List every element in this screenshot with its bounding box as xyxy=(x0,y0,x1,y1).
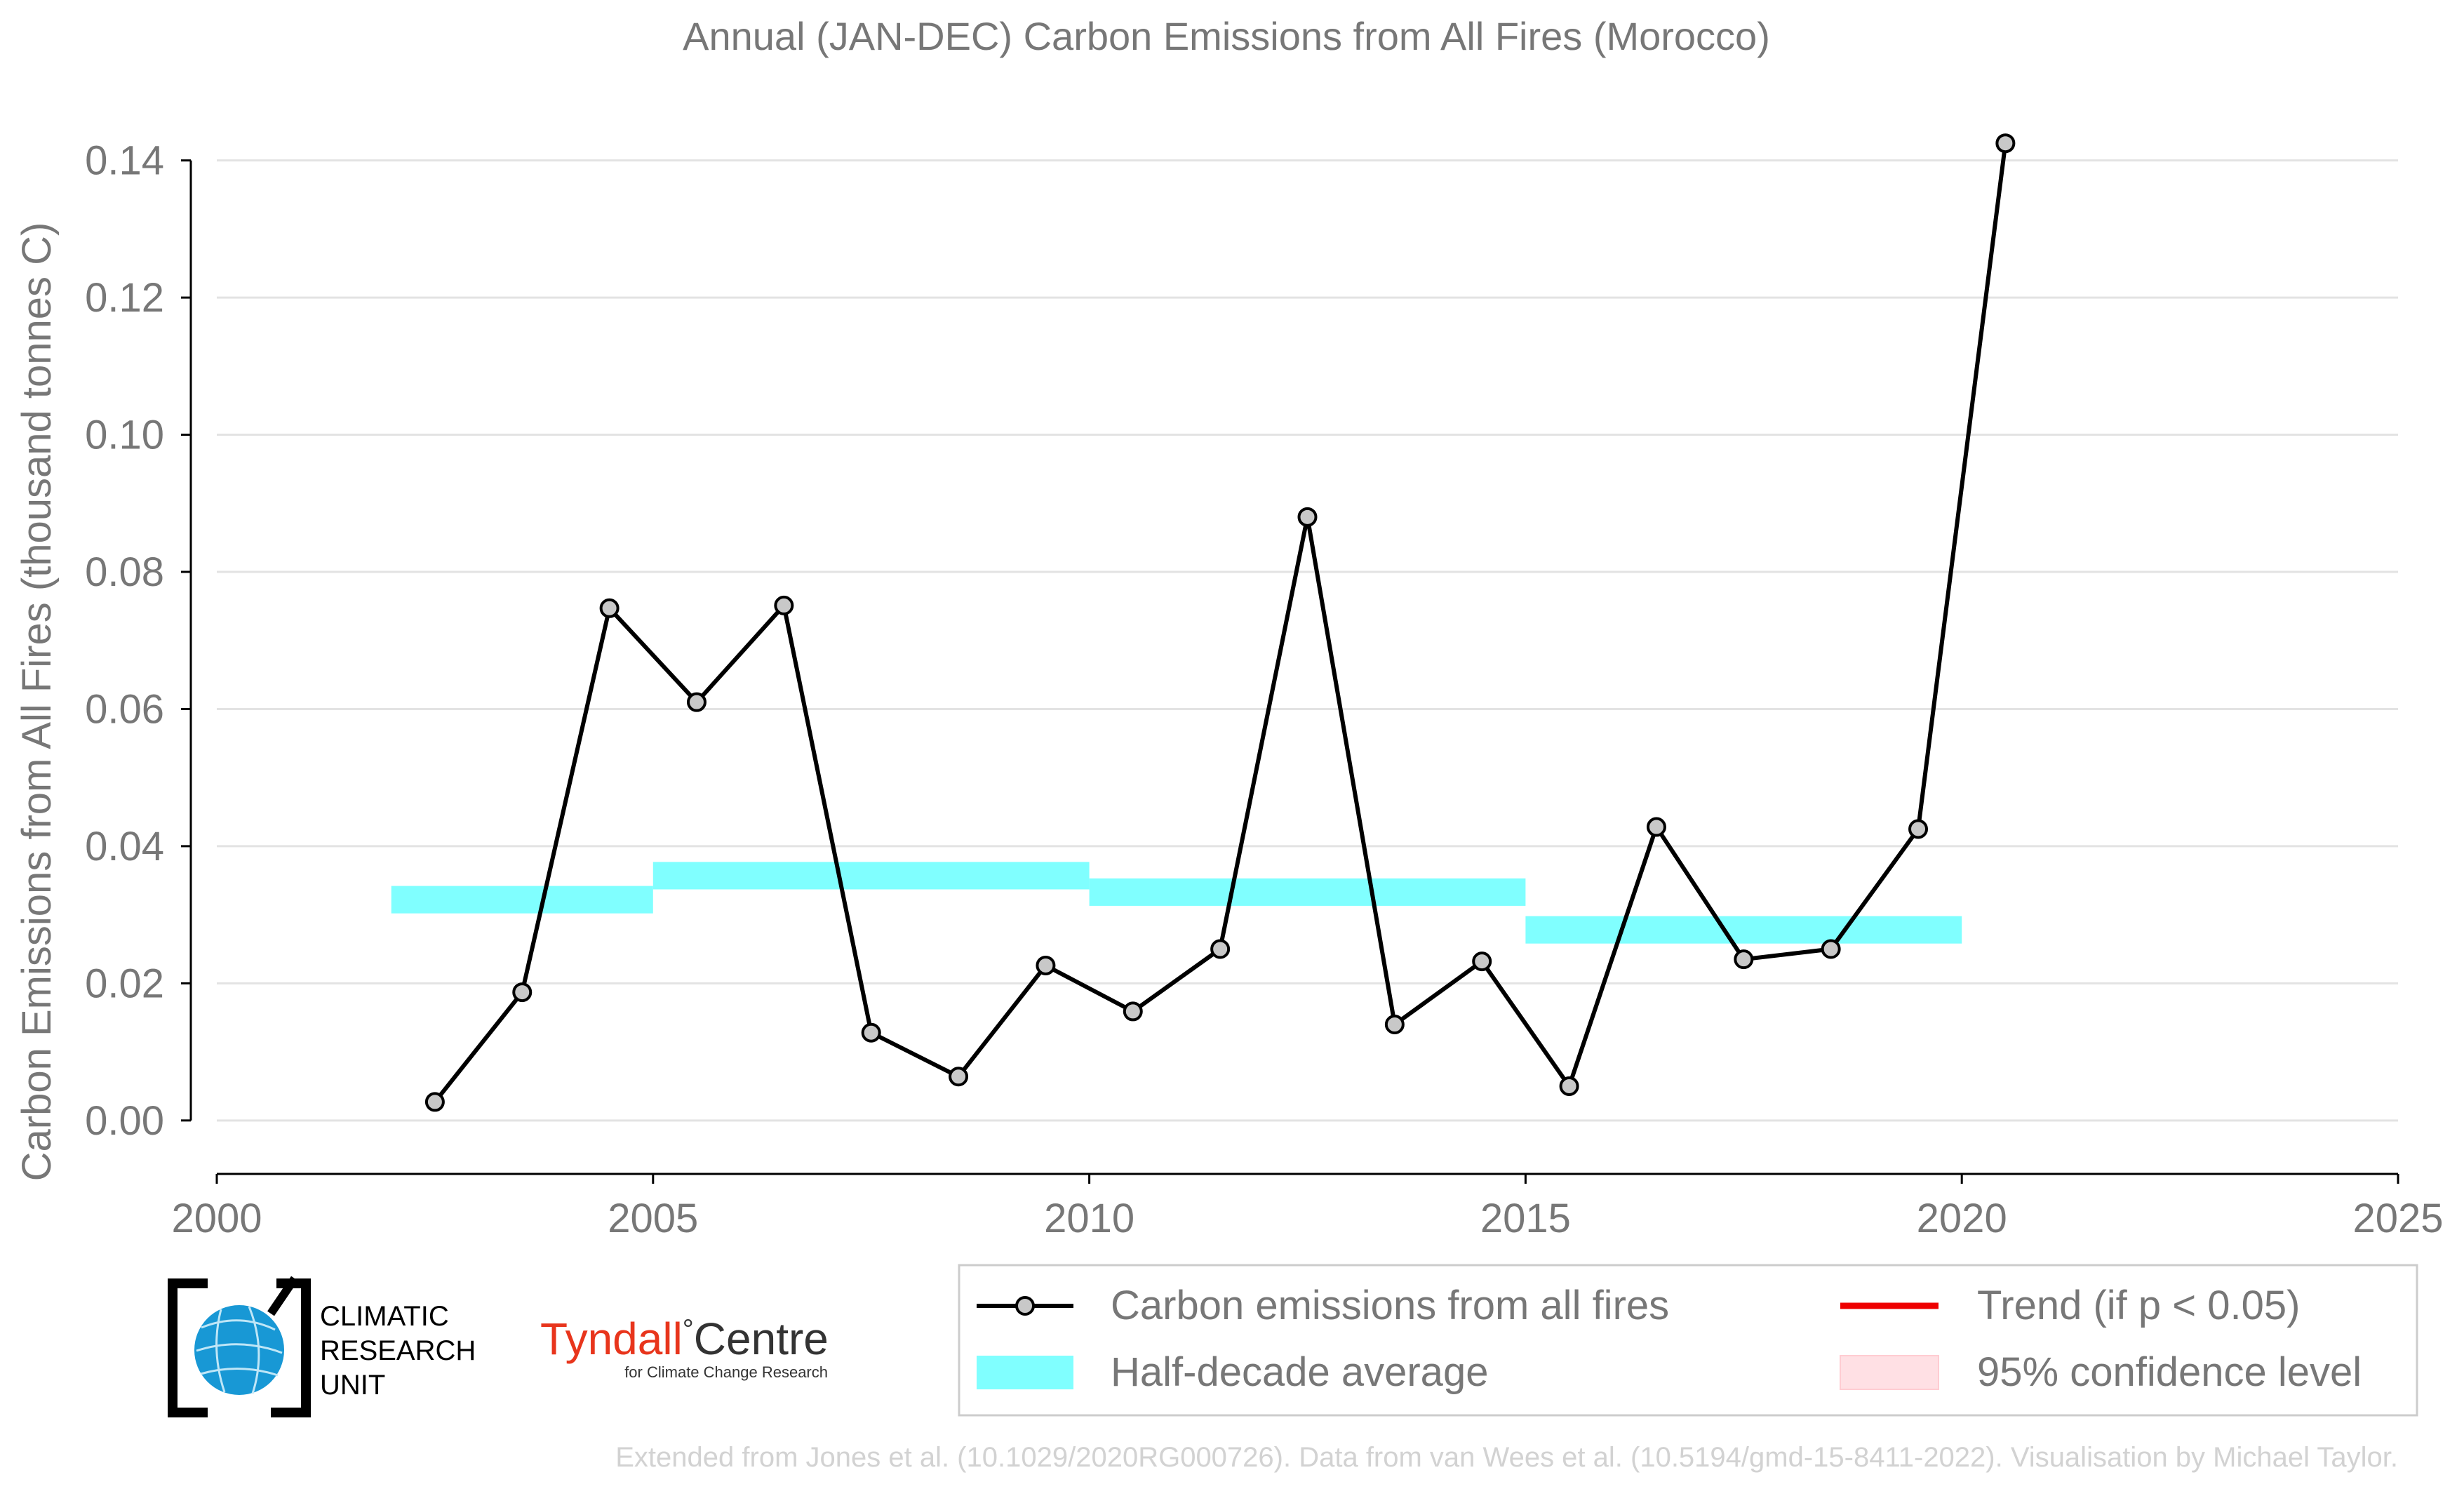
y-tick-label: 0.06 xyxy=(85,686,164,732)
emissions-point xyxy=(1559,1076,1579,1096)
x-tick-label: 2025 xyxy=(2352,1196,2443,1241)
emissions-point xyxy=(1123,1001,1143,1022)
emissions-point xyxy=(1734,949,1754,970)
legend-label-confidence: 95% confidence level xyxy=(1977,1349,2362,1395)
tyndall-logo-name-part2: Centre xyxy=(694,1314,829,1364)
legend-label-trend: Trend (if p < 0.05) xyxy=(1977,1283,2300,1328)
emissions-point xyxy=(949,1067,969,1087)
emissions-point xyxy=(1995,133,2016,154)
half-decade-band xyxy=(1089,878,1526,906)
tyndall-logo-subtitle: for Climate Change Research xyxy=(624,1363,828,1381)
cru-logo-line1: CLIMATIC xyxy=(320,1301,449,1332)
emissions-point xyxy=(1210,939,1231,959)
tyndall-logo-name-part1: Tyndall xyxy=(540,1314,683,1364)
half-decade-band xyxy=(391,886,653,914)
credit-line: Extended from Jones et al. (10.1029/2020… xyxy=(615,1442,2398,1473)
cru-logo-line3: UNIT xyxy=(320,1370,385,1401)
half-decade-bands xyxy=(391,862,1962,944)
globe-icon-lines xyxy=(196,1306,283,1394)
emissions-point xyxy=(512,982,533,1003)
y-tick-label: 0.14 xyxy=(85,138,164,184)
emissions-point xyxy=(1472,951,1492,972)
cru-logo-bracket-left xyxy=(168,1278,208,1417)
x-tick-label: 2015 xyxy=(1480,1196,1571,1241)
x-axis: 2000 2005 2010 2015 2020 2025 xyxy=(171,1173,2444,1241)
legend-swatch-emissions-marker xyxy=(1015,1296,1035,1316)
emissions-point xyxy=(424,1092,445,1112)
emissions-point xyxy=(1297,507,1318,527)
y-tick-label: 0.10 xyxy=(85,413,164,458)
half-decade-band xyxy=(652,862,1090,890)
legend: Carbon emissions from all fires Trend (i… xyxy=(958,1264,2418,1417)
legend-label-half-decade: Half-decade average xyxy=(1111,1349,1488,1395)
y-tick-label: 0.04 xyxy=(85,824,164,869)
x-tick-label: 2020 xyxy=(1917,1196,2007,1241)
y-axis-label: Carbon Emissions from All Fires (thousan… xyxy=(14,222,60,1182)
emissions-point xyxy=(1908,819,1929,839)
emissions-point xyxy=(1036,955,1056,975)
emissions-point xyxy=(774,595,794,615)
x-tick-label: 2000 xyxy=(171,1196,262,1241)
tyndall-logo-degree: ° xyxy=(683,1314,694,1345)
emissions-point xyxy=(861,1022,881,1043)
legend-label-emissions: Carbon emissions from all fires xyxy=(1111,1283,1669,1328)
grid xyxy=(217,159,2398,1122)
legend-swatch-confidence xyxy=(1840,1355,1939,1390)
legend-box xyxy=(958,1264,2418,1417)
legend-swatch-half-decade xyxy=(977,1356,1073,1389)
emissions-point xyxy=(1384,1015,1405,1034)
cru-logo-line2: RESEARCH xyxy=(320,1335,476,1366)
x-tick-label: 2010 xyxy=(1044,1196,1134,1241)
emissions-point xyxy=(599,598,620,618)
y-tick-label: 0.02 xyxy=(85,961,164,1006)
x-tick-label: 2005 xyxy=(608,1196,698,1241)
emissions-point xyxy=(686,692,707,712)
emissions-point xyxy=(1821,939,1841,959)
emissions-series xyxy=(424,133,2016,1112)
y-tick-label: 0.00 xyxy=(85,1098,164,1144)
y-axis: 0.00 0.02 0.04 0.06 0.08 0.10 0.12 0.14 xyxy=(85,138,192,1144)
tyndall-logo: Tyndall°Centre for Climate Change Resear… xyxy=(540,1314,829,1381)
chart-title: Annual (JAN-DEC) Carbon Emissions from A… xyxy=(683,14,1770,58)
y-tick-label: 0.12 xyxy=(85,275,164,321)
half-decade-band xyxy=(1525,916,1962,944)
y-tick-label: 0.08 xyxy=(85,549,164,595)
cru-logo: CLIMATIC RESEARCH UNIT xyxy=(168,1276,476,1417)
tyndall-logo-name: Tyndall°Centre xyxy=(540,1314,829,1364)
cru-logo-slash xyxy=(267,1276,298,1316)
emissions-point xyxy=(1646,817,1666,837)
